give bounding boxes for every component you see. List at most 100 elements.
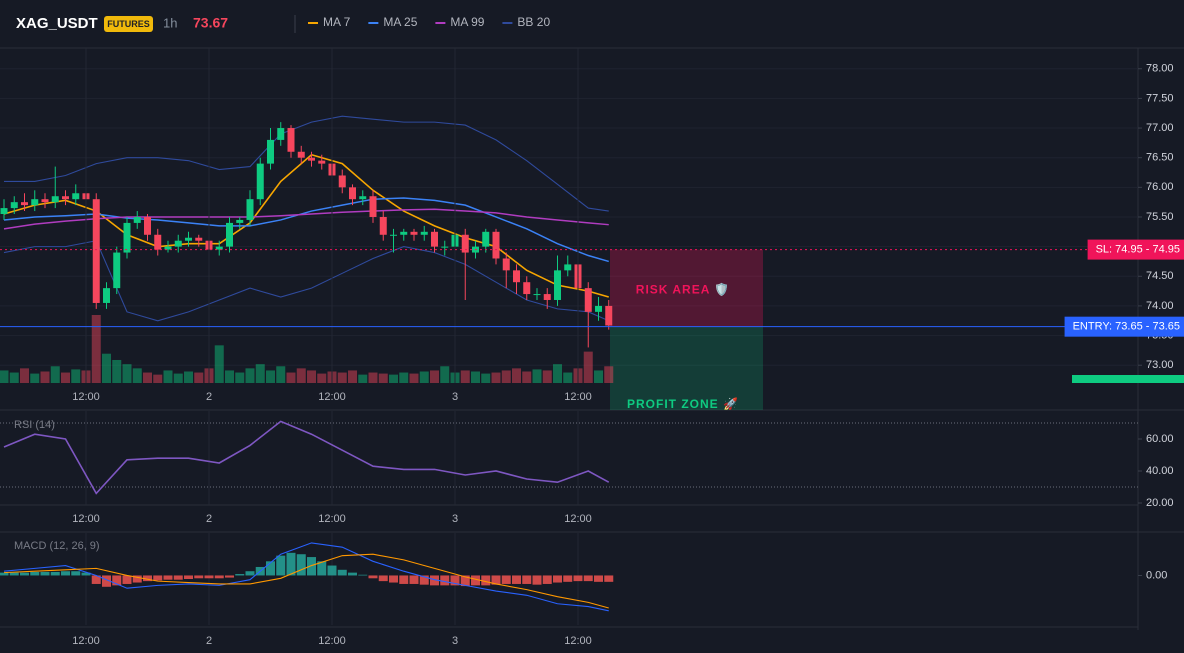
volume-bar — [122, 364, 132, 383]
ma-line — [3, 208, 609, 230]
macd-histogram-bar — [276, 555, 286, 576]
macd-histogram-bar — [471, 575, 480, 586]
candle-body — [554, 270, 561, 300]
macd-histogram-bar — [184, 575, 193, 579]
candle-body — [195, 237, 203, 241]
volume-bar — [173, 373, 183, 383]
zone-label: RISK AREA 🛡️ — [636, 282, 730, 296]
macd-histogram-bar — [81, 572, 91, 576]
candle-body — [287, 128, 295, 152]
volume-bar — [583, 351, 593, 383]
macd-histogram-bar — [553, 575, 562, 583]
symbol: XAG_USDT — [16, 15, 98, 32]
macd-histogram-bar — [450, 575, 460, 586]
candle-body — [154, 234, 162, 250]
volume-bar — [214, 345, 224, 383]
level-label: ENTRY: 73.65 - 73.65 — [1073, 321, 1180, 333]
macd-histogram-bar — [460, 575, 470, 587]
macd-histogram-bar — [235, 574, 245, 576]
volume-bar — [102, 353, 111, 383]
macd-histogram-bar — [225, 575, 234, 578]
macd-histogram-bar — [358, 574, 368, 576]
x-tick-label: 12:00 — [564, 513, 592, 525]
candle-body — [256, 163, 264, 200]
macd-histogram-bar — [204, 575, 214, 579]
volume-bar — [368, 372, 378, 383]
tp-label-edge — [1072, 375, 1184, 383]
y-tick-label: 0.00 — [1146, 569, 1167, 581]
x-tick-label: 12:00 — [72, 513, 100, 525]
macd-histogram-bar — [214, 575, 224, 579]
candle-body — [174, 240, 182, 247]
volume-bar — [255, 364, 265, 383]
volume-bar — [481, 373, 491, 383]
volume-bar — [491, 372, 501, 383]
macd-histogram-bar — [102, 575, 111, 587]
candle-body — [523, 282, 531, 295]
volume-bar — [9, 372, 19, 383]
macd-histogram-bar — [112, 575, 122, 586]
candle-body — [502, 258, 510, 271]
volume-bar — [532, 369, 542, 383]
volume-bar — [30, 373, 40, 383]
y-tick-label: 40.00 — [1146, 465, 1174, 477]
macd-histogram-bar — [194, 575, 204, 579]
volume-bar — [245, 368, 255, 383]
volume-bar — [0, 370, 9, 383]
level-label: SL: 74.95 - 74.95 — [1096, 243, 1180, 255]
macd-histogram-bar — [368, 575, 378, 579]
macd-histogram-bar — [563, 575, 573, 582]
macd-histogram-bar — [348, 572, 357, 576]
legend-label: BB 20 — [517, 15, 550, 29]
candle-body — [318, 160, 326, 164]
candle-body — [482, 231, 490, 247]
candle-body — [226, 222, 233, 247]
macd-histogram-bar — [286, 552, 296, 576]
candle-body — [492, 231, 500, 259]
volume-bar — [112, 359, 122, 383]
volume-bar — [430, 370, 439, 383]
candle-body — [595, 305, 602, 312]
bb-lower — [3, 240, 609, 322]
volume-bar — [594, 370, 603, 383]
candle-body — [133, 216, 141, 223]
macd-histogram-bar — [501, 575, 511, 584]
macd-histogram-bar — [40, 571, 50, 576]
volume-bar — [276, 366, 286, 383]
volume-bar — [604, 366, 614, 383]
pane-label: MACD (12, 26, 9) — [14, 540, 100, 552]
volume-bar — [266, 370, 275, 383]
x-tick-label: 12:00 — [72, 635, 100, 647]
x-tick-label: 12:00 — [564, 391, 592, 403]
macd-histogram-bar — [163, 575, 173, 580]
macd-histogram-bar — [512, 575, 521, 584]
macd-histogram-bar — [409, 575, 419, 584]
badge-bg — [104, 16, 153, 32]
x-tick-label: 12:00 — [564, 635, 592, 647]
macd-histogram-bar — [0, 572, 9, 576]
candle-body — [297, 151, 305, 158]
candle-body — [564, 264, 572, 271]
candle-body — [113, 252, 121, 289]
y-tick-label: 75.50 — [1146, 211, 1174, 223]
macd-histogram-bar — [245, 571, 255, 576]
volume-bar — [61, 372, 70, 383]
volume-bar — [153, 374, 163, 383]
zone — [610, 326, 763, 410]
volume-bar — [317, 373, 327, 383]
level-label-bg — [1087, 239, 1184, 260]
macd-histogram-bar — [327, 565, 337, 576]
macd-histogram-bar — [317, 561, 327, 576]
y-tick-label: 74.50 — [1146, 270, 1174, 282]
volume-bar — [132, 368, 142, 383]
macd-histogram-bar — [419, 575, 429, 585]
volume-bar — [389, 374, 398, 383]
zone-label: PROFIT ZONE 🚀 — [627, 397, 739, 411]
volume-bar — [512, 368, 521, 383]
macd-histogram-bar — [583, 575, 593, 582]
pane-label: RSI (14) — [14, 419, 55, 431]
macd-histogram-bar — [91, 575, 101, 584]
candle-body — [420, 231, 428, 235]
volume-bar — [419, 371, 429, 383]
volume-bar — [296, 368, 306, 383]
